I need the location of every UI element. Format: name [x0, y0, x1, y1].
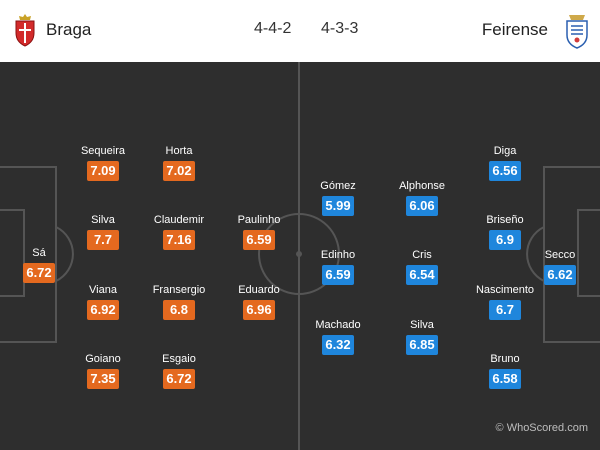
- player-away-bruno: Bruno 6.58: [470, 353, 540, 391]
- player-rating: 7.02: [163, 161, 195, 181]
- player-name: Secco: [544, 249, 576, 261]
- player-name: Sá: [32, 247, 46, 259]
- braga-crest-icon: [15, 14, 35, 47]
- player-away-briseno: Briseño 6.9: [470, 214, 540, 252]
- player-rating: 6.58: [489, 369, 521, 389]
- player-rating: 6.56: [489, 161, 521, 181]
- player-rating: 7.09: [87, 161, 119, 181]
- player-name: Fransergio: [152, 284, 206, 296]
- player-away-secco: Secco 6.62: [531, 249, 589, 287]
- player-rating: 6.85: [406, 335, 438, 355]
- player-rating: 6.96: [243, 300, 275, 320]
- player-home-sa: Sá 6.72: [10, 247, 68, 285]
- player-rating: 7.16: [163, 230, 195, 250]
- player-name: Briseño: [486, 214, 524, 226]
- player-rating: 6.7: [489, 300, 521, 320]
- match-header: Braga 4-4-2 4-3-3 Feirense: [0, 0, 600, 62]
- player-rating: 6.32: [322, 335, 354, 355]
- player-name: Bruno: [490, 353, 520, 365]
- player-name: Diga: [493, 145, 517, 157]
- player-rating: 6.54: [406, 265, 438, 285]
- player-name: Machado: [315, 319, 361, 331]
- player-away-edinho: Edinho 6.59: [310, 249, 366, 287]
- player-name: Gómez: [320, 180, 356, 192]
- player-rating: 6.92: [87, 300, 119, 320]
- player-name: Horta: [165, 145, 193, 157]
- home-formation: 4-4-2: [254, 20, 292, 37]
- away-team-name: Feirense: [481, 20, 548, 39]
- player-name: Edinho: [320, 249, 356, 261]
- player-name: Sequeira: [80, 145, 126, 157]
- pitch: Sá 6.72 Sequeira 7.09 Silva 7.7 Viana 6.…: [0, 62, 600, 450]
- player-name: Nascimento: [475, 284, 535, 296]
- whoscored-watermark: © WhoScored.com: [495, 422, 588, 434]
- player-name: Claudemir: [153, 214, 205, 226]
- player-home-sequeira: Sequeira 7.09: [74, 145, 132, 183]
- feirense-crest-icon: [566, 15, 588, 49]
- pitch-lines: [0, 62, 600, 450]
- player-home-claudemir: Claudemir 7.16: [147, 214, 211, 252]
- player-rating: 6.62: [544, 265, 576, 285]
- player-rating: 6.72: [163, 369, 195, 389]
- player-name: Goiano: [85, 353, 121, 365]
- player-rating: 5.99: [322, 196, 354, 216]
- away-formation: 4-3-3: [321, 20, 359, 37]
- player-away-nascimento: Nascimento 6.7: [470, 284, 540, 322]
- player-home-silva: Silva 7.7: [74, 214, 132, 252]
- player-home-eduardo: Eduardo 6.96: [228, 284, 290, 322]
- player-name: Alphonse: [399, 180, 445, 192]
- player-name: Esgaio: [162, 353, 196, 365]
- player-away-diga: Diga 6.56: [470, 145, 540, 183]
- player-home-esgaio: Esgaio 6.72: [147, 353, 211, 391]
- player-name: Paulinho: [237, 214, 281, 226]
- player-away-alphonse: Alphonse 6.06: [390, 180, 454, 218]
- player-rating: 7.7: [87, 230, 119, 250]
- player-name: Viana: [89, 284, 117, 296]
- player-home-horta: Horta 7.02: [147, 145, 211, 183]
- player-name: Cris: [412, 249, 432, 261]
- player-home-viana: Viana 6.92: [74, 284, 132, 322]
- player-away-cris: Cris 6.54: [390, 249, 454, 287]
- player-away-gomez: Gómez 5.99: [310, 180, 366, 218]
- home-team-name: Braga: [46, 20, 92, 39]
- player-rating: 6.72: [23, 263, 55, 283]
- player-rating: 6.59: [322, 265, 354, 285]
- player-rating: 6.59: [243, 230, 275, 250]
- player-home-fransergio: Fransergio 6.8: [147, 284, 211, 322]
- player-name: Eduardo: [238, 284, 280, 296]
- player-rating: 6.9: [489, 230, 521, 250]
- player-away-machado: Machado 6.32: [310, 319, 366, 357]
- player-home-goiano: Goiano 7.35: [74, 353, 132, 391]
- player-rating: 6.06: [406, 196, 438, 216]
- player-rating: 7.35: [87, 369, 119, 389]
- player-rating: 6.8: [163, 300, 195, 320]
- player-home-paulinho: Paulinho 6.59: [228, 214, 290, 252]
- player-name: Silva: [91, 214, 115, 226]
- player-away-silva: Silva 6.85: [390, 319, 454, 357]
- player-name: Silva: [410, 319, 434, 331]
